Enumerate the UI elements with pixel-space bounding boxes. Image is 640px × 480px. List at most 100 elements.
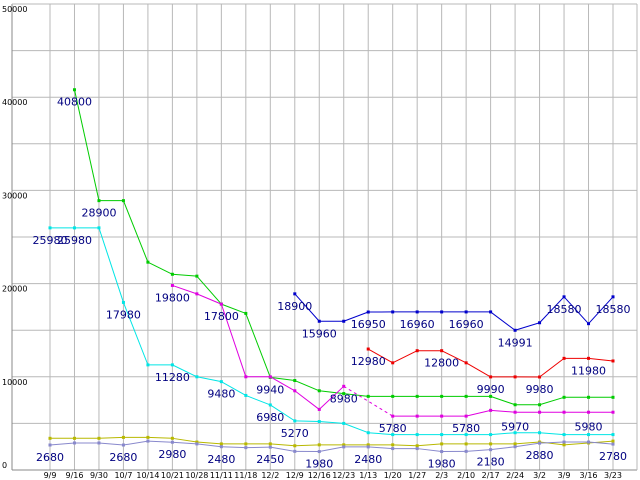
y-tick-label: 50000 <box>2 5 27 14</box>
y-tick-label: 40000 <box>2 98 27 107</box>
data-point <box>415 310 419 314</box>
series-segment <box>539 441 565 444</box>
data-point <box>489 442 493 446</box>
series-segment <box>270 376 295 382</box>
series-segment <box>392 444 418 447</box>
data-label: 40800 <box>57 96 92 109</box>
x-tick-label: 3/9 <box>558 471 571 480</box>
x-axis-ticks: 9/9 9/16 9/30 10/7 10/14 10/21 10/28 11/11 11/18… <box>44 471 622 480</box>
x-tick-label: 10/28 <box>185 471 208 480</box>
data-point <box>48 443 52 447</box>
series-segment <box>221 381 247 396</box>
data-point <box>587 440 591 444</box>
data-point <box>146 435 150 439</box>
data-point <box>611 295 615 299</box>
data-point <box>366 347 370 351</box>
data-point <box>513 375 517 379</box>
data-point <box>244 446 248 450</box>
series-segment <box>588 296 614 325</box>
data-point <box>72 88 76 92</box>
data-point <box>97 436 101 440</box>
data-point <box>268 442 272 446</box>
data-point <box>513 445 517 449</box>
data-point <box>146 260 150 264</box>
data-label: 16960 <box>400 318 435 331</box>
data-label: 15960 <box>302 327 337 340</box>
data-point <box>195 442 199 446</box>
data-point <box>342 319 346 323</box>
data-point <box>317 407 321 411</box>
series-segment <box>270 443 295 447</box>
series-segment <box>539 396 565 406</box>
data-point <box>366 310 370 314</box>
series-segment <box>294 444 320 447</box>
series-segment <box>270 376 296 392</box>
x-tick-label: 2/10 <box>457 471 475 480</box>
series-segment <box>122 200 149 263</box>
series-segment <box>367 348 393 364</box>
data-point <box>244 393 248 397</box>
data-point <box>464 442 468 446</box>
series-segment <box>172 273 197 277</box>
series-segment <box>343 393 369 397</box>
data-point <box>391 310 395 314</box>
data-point <box>293 444 297 448</box>
data-point <box>415 447 419 451</box>
series-segment <box>564 442 589 446</box>
data-label: 5780 <box>452 422 480 435</box>
data-label: 2450 <box>256 453 284 466</box>
data-point <box>366 394 370 398</box>
data-point <box>538 321 542 325</box>
data-point <box>562 440 566 444</box>
series-segment <box>49 442 75 446</box>
series-segment <box>221 446 246 449</box>
y-axis-ticks: 0 10000 20000 30000 40000 50000 <box>2 5 27 470</box>
data-point <box>170 440 174 444</box>
data-point <box>513 328 517 332</box>
data-point <box>464 449 468 453</box>
data-point <box>489 375 493 379</box>
x-tick-label: 9/9 <box>44 471 57 480</box>
series-segment <box>294 293 320 322</box>
data-point <box>415 349 419 353</box>
series-segment <box>539 357 565 378</box>
series-segment <box>490 395 516 406</box>
data-point <box>366 445 370 449</box>
series-segment <box>466 409 491 417</box>
data-point <box>391 443 395 447</box>
data-point <box>97 441 101 445</box>
data-label: 25980 <box>33 234 68 247</box>
data-point <box>366 443 370 447</box>
data-point <box>562 395 566 399</box>
data-point <box>513 410 517 414</box>
x-tick-label: 9/16 <box>65 471 83 480</box>
data-point <box>391 414 395 418</box>
series-segment <box>465 362 491 378</box>
series-segment <box>172 441 197 445</box>
data-point <box>440 442 444 446</box>
data-point <box>170 436 174 440</box>
data-point <box>513 403 517 407</box>
data-point <box>440 414 444 418</box>
series-segment <box>319 390 344 395</box>
series-segment <box>563 296 589 325</box>
series-segment <box>343 311 369 322</box>
data-point <box>342 421 346 425</box>
x-tick-label: 10/14 <box>136 471 159 480</box>
data-point <box>72 441 76 445</box>
data-point <box>170 363 174 367</box>
x-tick-label: 9/30 <box>90 471 108 480</box>
series-segment <box>588 357 614 362</box>
data-point <box>464 310 468 314</box>
data-point <box>538 403 542 407</box>
data-label: 5780 <box>379 422 407 435</box>
data-point <box>587 322 591 326</box>
data-point <box>562 356 566 360</box>
data-label: 2880 <box>526 449 554 462</box>
series-segment <box>196 441 222 445</box>
data-point <box>562 433 566 437</box>
data-point <box>489 408 493 412</box>
series-segment <box>98 436 124 439</box>
series-segment <box>221 303 247 314</box>
data-point <box>587 395 591 399</box>
